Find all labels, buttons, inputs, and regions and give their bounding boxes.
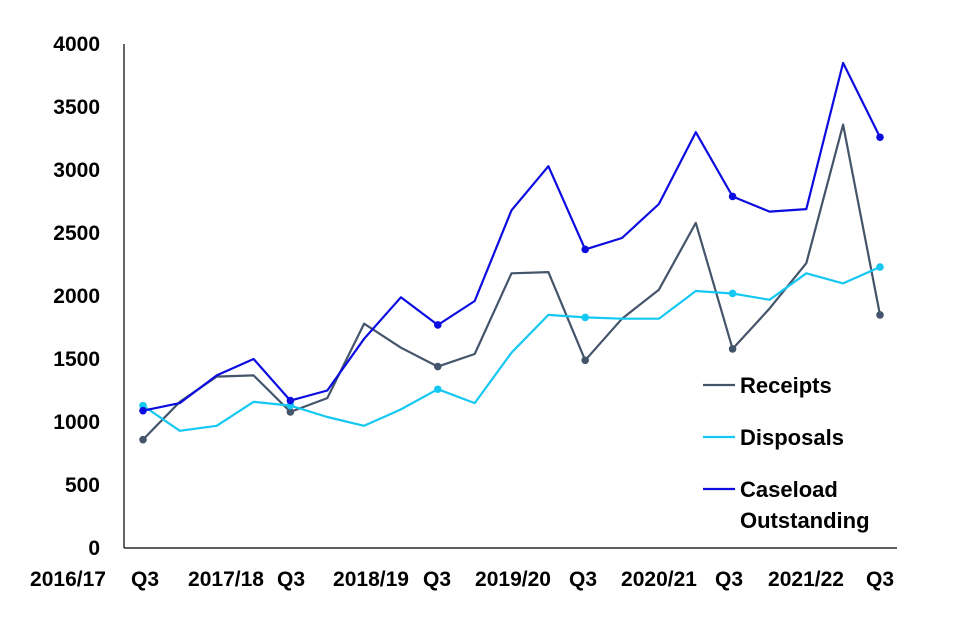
y-tick-label: 3000 (53, 159, 100, 182)
data-point-marker (728, 192, 737, 201)
y-tick-label: 3500 (53, 96, 100, 119)
x-tick-label: Q3 (569, 568, 597, 591)
x-tick-label: 2016/17 (30, 568, 106, 591)
data-point-marker (434, 362, 442, 371)
legend-label: Caseload (740, 477, 838, 502)
x-tick-label: 2019/20 (475, 568, 551, 591)
data-point-marker (876, 263, 884, 271)
series-line-disposals (142, 265, 881, 432)
y-tick-label: 1500 (53, 348, 100, 371)
data-point-marker (286, 408, 295, 416)
x-tick-label: Q3 (423, 568, 451, 591)
legend-label: Outstanding (740, 508, 870, 533)
data-point-marker (434, 385, 442, 394)
x-tick-label: Q3 (131, 568, 159, 591)
data-point-marker (581, 245, 589, 254)
y-tick-label: 2000 (53, 285, 100, 308)
data-point-marker (876, 311, 884, 319)
data-point-marker (728, 289, 737, 298)
y-tick-label: 0 (88, 537, 100, 560)
axes (123, 44, 897, 549)
x-tick-label: 2017/18 (188, 568, 264, 591)
y-tick-labels: 0 500 1000 1500 2000 2500 3000 3500 4000 (53, 33, 100, 560)
data-point-marker (139, 435, 147, 444)
x-tick-label: 2020/21 (621, 568, 697, 591)
series-lines (142, 61, 882, 441)
legend: Receipts Disposals Caseload Outstanding (703, 373, 870, 533)
y-tick-label: 500 (65, 474, 100, 497)
legend-label: Receipts (740, 373, 832, 398)
x-tick-labels: 2016/17 Q3 2017/18 Q3 2018/19 Q3 2019/20 Q3 2020… (30, 568, 894, 591)
data-point-marker (139, 406, 147, 415)
data-point-marker (728, 345, 737, 353)
y-tick-label: 4000 (53, 33, 100, 56)
x-tick-label: Q3 (277, 568, 305, 591)
legend-label: Disposals (740, 425, 844, 450)
x-tick-label: Q3 (866, 568, 894, 591)
data-point-marker (876, 133, 884, 142)
x-tick-label: 2021/22 (768, 568, 844, 591)
x-tick-label: Q3 (715, 568, 743, 591)
data-point-marker (286, 396, 295, 405)
y-tick-label: 1000 (53, 411, 100, 434)
data-point-marker (581, 313, 589, 322)
x-tick-label: 2018/19 (333, 568, 409, 591)
data-point-marker (434, 321, 442, 329)
series-line-caseload-outstanding (142, 61, 881, 412)
series-line-receipts (142, 123, 882, 441)
data-point-marker (581, 356, 589, 365)
series-markers (139, 133, 884, 444)
y-tick-label: 2500 (53, 222, 100, 245)
